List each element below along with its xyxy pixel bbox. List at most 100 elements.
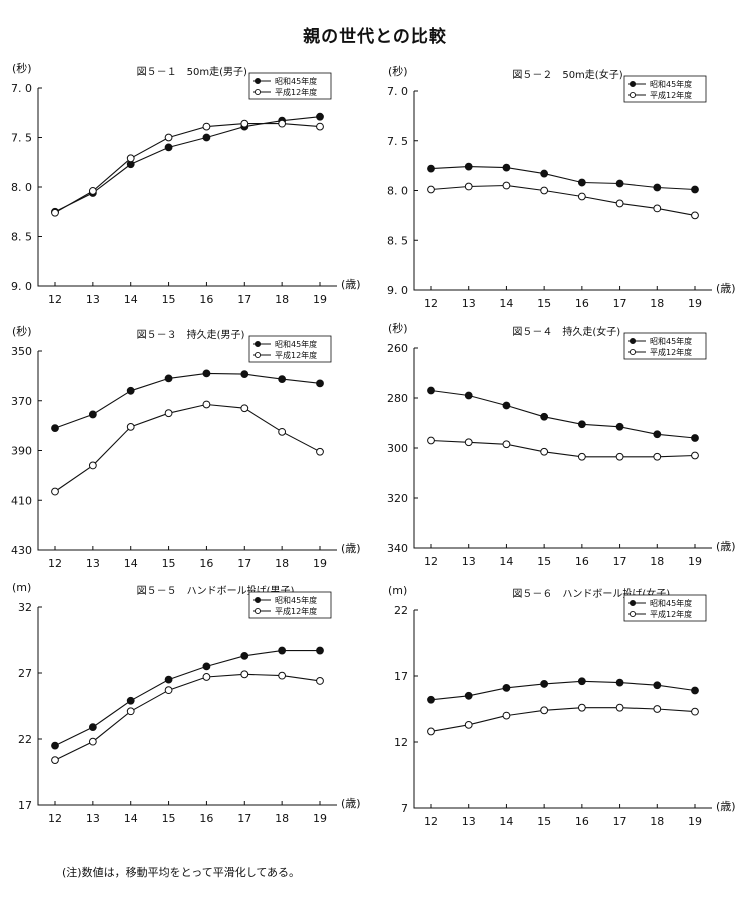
x-tick-label: 15 xyxy=(162,557,176,570)
data-point xyxy=(464,391,473,400)
chart-title: 図５－４ 持久走(女子) xyxy=(512,325,620,338)
legend-marker xyxy=(254,88,262,96)
legend-label: 平成12年度 xyxy=(275,87,317,97)
data-point xyxy=(316,677,324,685)
x-tick-label: 17 xyxy=(613,555,627,568)
data-point xyxy=(164,409,173,418)
x-tick-label: 12 xyxy=(48,293,62,306)
y-tick-label: 7 xyxy=(401,802,408,815)
x-tick-label: 14 xyxy=(499,815,513,828)
data-point xyxy=(577,452,586,461)
y-tick-label: 410 xyxy=(11,494,32,507)
data-point xyxy=(653,452,662,461)
y-tick-label: 7. 5 xyxy=(387,135,408,148)
x-tick-label: 16 xyxy=(575,297,589,310)
data-point xyxy=(615,199,624,208)
data-point xyxy=(691,434,699,442)
data-point xyxy=(88,723,97,732)
data-point xyxy=(278,671,287,680)
legend-marker xyxy=(629,337,637,345)
y-tick-label: 9. 0 xyxy=(11,280,32,293)
legend-box xyxy=(623,594,707,622)
series-line-2 xyxy=(430,184,696,216)
axis-lines xyxy=(37,351,337,551)
y-tick-label: 340 xyxy=(387,542,408,555)
y-tick-label: 27 xyxy=(18,667,32,680)
y-tick-label: 7. 0 xyxy=(387,85,408,98)
legend-label: 昭和45年度 xyxy=(650,336,692,346)
x-unit-label: (歳) xyxy=(341,278,361,291)
x-tick-label: 13 xyxy=(462,555,476,568)
x-unit-label: (歳) xyxy=(716,800,736,813)
chart-panel-2: 7. 0 7. 5 8. 0 8. 5 9. 0 12 13 14 15 16 17 18 19 (秒) (… xyxy=(387,64,736,310)
series-line-2 xyxy=(54,403,321,492)
y-unit-label: (m) xyxy=(388,584,407,597)
x-tick-label: 13 xyxy=(86,812,100,825)
x-tick-label: 17 xyxy=(613,297,627,310)
data-point xyxy=(615,179,624,188)
x-tick-label: 15 xyxy=(162,293,176,306)
x-tick-label: 15 xyxy=(162,812,176,825)
chart-panel-1: 7. 0 7. 5 8. 0 8. 5 9. 0 12 13 14 15 16 17 18 19 (秒) (… xyxy=(11,61,361,306)
data-point xyxy=(202,400,211,409)
x-unit-label: (歳) xyxy=(341,542,361,555)
legend-label: 平成12年度 xyxy=(650,90,692,100)
x-tick-label: 19 xyxy=(688,297,702,310)
y-tick-label: 300 xyxy=(387,442,408,455)
data-point xyxy=(464,162,473,171)
data-point xyxy=(691,451,699,460)
axis-lines xyxy=(413,348,712,549)
x-tick-label: 19 xyxy=(313,293,327,306)
data-point xyxy=(164,374,173,383)
data-point xyxy=(540,680,549,688)
data-point xyxy=(464,720,473,729)
x-unit-label: (歳) xyxy=(716,540,736,553)
legend-label: 昭和45年度 xyxy=(275,595,317,605)
data-point xyxy=(653,204,662,213)
data-point xyxy=(691,686,699,695)
data-point xyxy=(316,112,324,121)
x-tick-label: 18 xyxy=(275,293,289,306)
series-line-1 xyxy=(430,680,696,701)
data-point xyxy=(278,427,287,436)
legend-marker xyxy=(629,80,637,88)
x-tick-label: 12 xyxy=(48,812,62,825)
x-tick-label: 12 xyxy=(424,555,438,568)
data-point xyxy=(240,651,249,660)
data-point xyxy=(51,756,59,765)
data-point xyxy=(51,487,59,496)
data-point xyxy=(502,181,511,190)
data-point xyxy=(540,169,549,178)
data-point xyxy=(88,461,97,470)
legend-box xyxy=(248,591,332,619)
x-tick-label: 16 xyxy=(199,812,213,825)
data-point xyxy=(464,182,473,191)
y-tick-label: 8. 0 xyxy=(11,181,32,194)
data-point xyxy=(615,678,624,687)
x-tick-label: 15 xyxy=(537,815,551,828)
y-unit-label: (秒) xyxy=(12,61,32,75)
data-point xyxy=(126,154,135,163)
x-tick-label: 13 xyxy=(86,293,100,306)
x-tick-label: 19 xyxy=(688,815,702,828)
x-tick-label: 13 xyxy=(86,557,100,570)
x-tick-label: 18 xyxy=(275,557,289,570)
y-tick-label: 17 xyxy=(394,670,408,683)
y-tick-label: 17 xyxy=(18,799,32,812)
chart-title: 図５－２ 50m走(女子) xyxy=(512,68,622,81)
data-point xyxy=(240,370,249,379)
legend-label: 平成12年度 xyxy=(275,606,317,616)
legend-marker xyxy=(629,91,637,99)
y-tick-label: 9. 0 xyxy=(387,284,408,297)
axis-lines xyxy=(37,88,337,287)
y-tick-label: 8. 5 xyxy=(11,231,32,244)
legend-box xyxy=(248,72,332,100)
y-tick-label: 32 xyxy=(18,601,32,614)
y-tick-label: 8. 5 xyxy=(387,234,408,247)
data-point xyxy=(202,369,211,378)
x-tick-label: 15 xyxy=(537,555,551,568)
legend-label: 平成12年度 xyxy=(275,350,317,360)
legend-label: 昭和45年度 xyxy=(650,79,692,89)
series-line-1 xyxy=(54,116,321,213)
